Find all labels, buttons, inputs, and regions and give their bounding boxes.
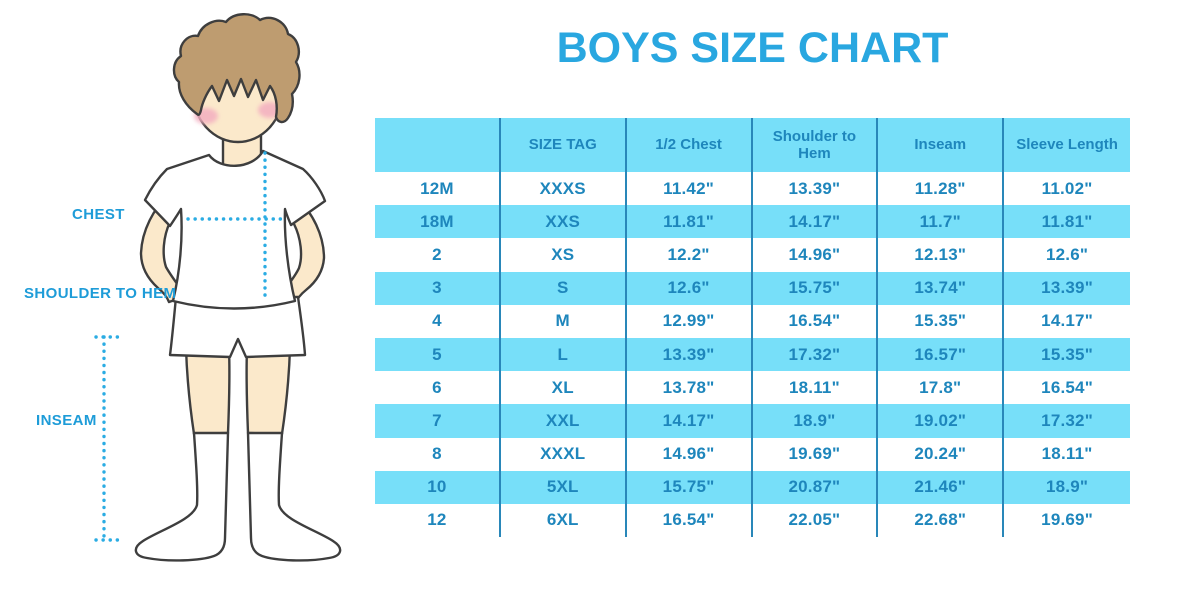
column-header: Sleeve Length	[1004, 118, 1130, 172]
value-cell: XS	[500, 238, 627, 272]
size-cell: 18M	[375, 205, 501, 239]
value-cell: XXS	[500, 205, 627, 239]
value-cell: 16.54"	[752, 304, 879, 338]
column-header: Shoulder to Hem	[752, 118, 879, 172]
size-cell: 7	[375, 404, 501, 438]
column-header: 1/2 Chest	[626, 118, 753, 172]
value-cell: 16.54"	[626, 503, 753, 538]
value-cell: 18.9"	[1004, 470, 1130, 504]
value-cell: 14.17"	[752, 205, 879, 239]
boy-left-sock	[134, 431, 230, 562]
value-cell: 16.57"	[878, 337, 1005, 372]
value-cell: XXXL	[500, 437, 627, 471]
boy-hair	[172, 13, 301, 124]
value-cell: 11.7"	[878, 205, 1005, 239]
value-cell: S	[500, 271, 627, 305]
value-cell: M	[500, 304, 627, 338]
measurement-lines	[94, 151, 289, 542]
value-cell: 11.42"	[626, 172, 753, 206]
shoulder-to-hem-label: SHOULDER TO HEM	[24, 285, 177, 302]
value-cell: 20.87"	[752, 470, 879, 504]
value-cell: 11.81"	[1004, 205, 1130, 239]
value-cell: 15.75"	[752, 271, 879, 305]
size-cell: 3	[375, 271, 501, 305]
boy-shirt	[143, 149, 327, 310]
value-cell: 15.75"	[626, 470, 753, 504]
value-cell: 5XL	[500, 470, 627, 504]
value-cell: 19.69"	[752, 437, 879, 471]
value-cell: 18.9"	[752, 404, 879, 438]
inseam-label: INSEAM	[36, 412, 97, 429]
value-cell: 19.02"	[878, 404, 1005, 438]
value-cell: 15.35"	[878, 304, 1005, 338]
value-cell: 18.11"	[752, 371, 879, 405]
value-cell: 22.68"	[878, 503, 1005, 538]
value-cell: 14.96"	[752, 238, 879, 272]
value-cell: 12.99"	[626, 304, 753, 338]
value-cell: 13.39"	[752, 172, 879, 206]
value-cell: 18.11"	[1004, 437, 1130, 471]
value-cell: 11.81"	[626, 205, 753, 239]
value-cell: 11.28"	[878, 172, 1005, 206]
value-cell: 17.8"	[878, 371, 1005, 405]
size-cell: 5	[375, 337, 501, 372]
value-cell: 13.39"	[1004, 271, 1130, 305]
value-cell: 12.13"	[878, 238, 1005, 272]
value-cell: 13.78"	[626, 371, 753, 405]
boy-shorts	[168, 295, 307, 359]
value-cell: XXXS	[500, 172, 627, 206]
size-chart-table: SIZE TAG 1/2 Chest Shoulder to Hem Inseam Sl…	[375, 118, 1130, 538]
value-cell: 14.17"	[1004, 304, 1130, 338]
value-cell: 14.17"	[626, 404, 753, 438]
value-cell: XL	[500, 371, 627, 405]
size-cell: 8	[375, 437, 501, 471]
chest-label: CHEST	[72, 206, 125, 223]
value-cell: 17.32"	[752, 337, 879, 372]
value-cell: XXL	[500, 404, 627, 438]
size-cell: 12	[375, 503, 501, 538]
size-cell: 6	[375, 371, 501, 405]
column-header: SIZE TAG	[500, 118, 627, 172]
value-cell: 20.24"	[878, 437, 1005, 471]
value-cell: 12.6"	[626, 271, 753, 305]
boy-right-sock	[246, 431, 342, 562]
value-cell: 15.35"	[1004, 337, 1130, 372]
value-cell: L	[500, 337, 627, 372]
corner-header-cell	[375, 118, 501, 172]
size-cell: 12M	[375, 172, 501, 206]
boy-left-leg	[184, 346, 231, 436]
value-cell: 16.54"	[1004, 371, 1130, 405]
value-cell: 21.46"	[878, 470, 1005, 504]
size-cell: 4	[375, 304, 501, 338]
value-cell: 14.96"	[626, 437, 753, 471]
value-cell: 22.05"	[752, 503, 879, 538]
boy-right-leg	[245, 346, 292, 436]
value-cell: 12.2"	[626, 238, 753, 272]
value-cell: 19.69"	[1004, 503, 1130, 538]
value-cell: 13.74"	[878, 271, 1005, 305]
size-cell: 10	[375, 470, 501, 504]
size-cell: 2	[375, 238, 501, 272]
value-cell: 17.32"	[1004, 404, 1130, 438]
boy-illustration	[94, 13, 342, 562]
page-title: BOYS SIZE CHART	[556, 24, 949, 72]
value-cell: 6XL	[500, 503, 627, 538]
value-cell: 13.39"	[626, 337, 753, 372]
value-cell: 11.02"	[1004, 172, 1130, 206]
column-header: Inseam	[878, 118, 1005, 172]
value-cell: 12.6"	[1004, 238, 1130, 272]
